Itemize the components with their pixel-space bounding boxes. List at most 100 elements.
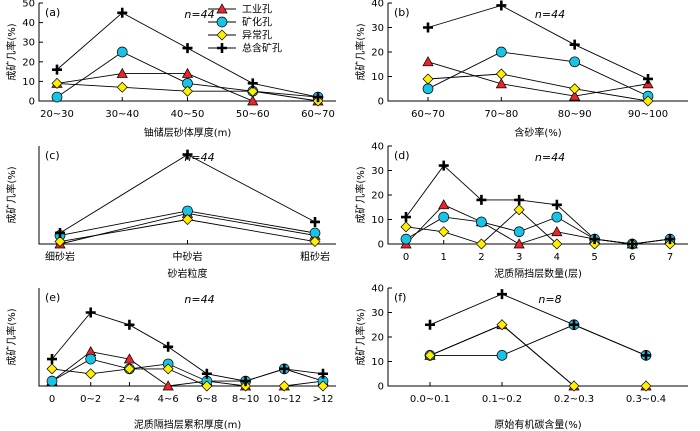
data-point [240,376,251,387]
data-point [182,214,193,225]
x-tick-label: 2~4 [119,394,140,405]
data-point [400,233,412,245]
y-tick-label: 10 [371,357,384,368]
data-point [640,380,652,392]
panel-label: (d) [394,149,410,162]
data-point [425,319,435,330]
data-point [514,194,525,205]
data-point [589,234,600,245]
sample-count-label: n=44 [184,293,214,306]
data-point [46,363,58,375]
data-point [569,90,581,101]
y-tick-label: 0 [378,240,384,251]
x-axis-label: 泥质隔挡层数量(层) [494,267,582,280]
y-tick-label: 10 [371,72,384,83]
data-point [46,375,58,387]
x-tick-label: 7 [667,252,673,263]
y-tick-label: 40 [22,18,35,29]
data-point [55,227,65,238]
data-point [85,307,96,318]
data-point [318,368,328,379]
x-tick-label: 0.2~0.3 [554,394,594,405]
data-point [475,238,487,250]
data-point [551,238,563,250]
panel-label: (c) [45,149,60,162]
series-line [427,5,649,80]
data-point [497,289,507,300]
sample-count-label: n=44 [535,8,565,21]
y-tick-label: 0 [378,382,384,393]
data-point [181,67,194,78]
data-point [665,234,675,245]
x-tick-label: 10~12 [267,394,301,405]
data-point [641,350,651,361]
y-axis-label: 成矿几率(%) [354,23,367,80]
y-tick-label: 40 [371,0,384,10]
x-axis-label: 含砂率(%) [514,126,561,139]
data-point [422,83,434,95]
y-tick-label: 10 [22,77,35,88]
x-tick-label: 5 [591,252,597,263]
data-point [569,39,580,50]
data-point [476,194,487,205]
x-tick-label: 80~90 [558,109,592,120]
data-point [309,236,321,248]
x-tick-label: 细砂岩 [45,250,75,263]
x-axis-label: 泥质隔挡层累积厚度(m) [134,418,242,431]
x-tick-label: 3 [516,252,522,263]
data-point [438,226,450,238]
sample-count-label: n=44 [184,8,214,21]
data-point [310,216,320,227]
data-point [627,239,638,249]
data-point [52,64,62,75]
data-point [551,226,563,237]
data-point [162,380,174,391]
series-line [51,368,323,387]
x-tick-label: 6~8 [196,394,217,405]
x-tick-label: 90~100 [628,109,668,120]
data-point [643,73,653,84]
data-point [247,85,259,97]
y-tick-label: 50 [22,0,35,10]
legend-marker [216,16,228,28]
data-point [201,368,212,379]
x-tick-label: >12 [312,394,333,405]
series-line [405,209,670,245]
data-point [496,350,508,361]
data-point [495,68,507,80]
y-axis-label: 成矿几率(%) [354,308,367,365]
x-tick-label: 60~70 [411,109,445,120]
data-point [438,160,449,171]
legend-marker [216,3,228,14]
data-point [496,319,508,331]
x-tick-label: 70~80 [484,109,518,120]
data-point [496,0,507,11]
data-point [401,212,411,223]
y-tick-label: 40 [371,142,384,153]
data-point [317,380,329,392]
data-point [201,380,213,392]
y-axis-label: 成矿几率(%) [5,166,18,223]
data-point [182,43,193,54]
legend-label: 总含矿孔 [242,42,282,55]
data-point [495,78,507,89]
data-point [116,67,128,78]
data-point [513,226,525,238]
data-point [51,77,63,89]
legend-label: 工业孔 [242,4,272,16]
sample-count-label: n=44 [184,151,214,164]
legend-label: 异常孔 [242,29,272,42]
data-point [476,216,487,228]
x-tick-label: 20~30 [40,109,74,120]
y-tick-label: 20 [371,191,384,202]
y-axis-label: 成矿几率(%) [5,308,18,365]
data-point [642,95,654,107]
y-tick-label: 20 [371,333,384,344]
series-line [429,324,646,387]
sample-count-label: n=44 [535,151,565,164]
y-tick-label: 30 [22,38,35,49]
legend-label: 矿化孔 [242,16,272,29]
y-tick-label: 0 [378,97,384,108]
data-point [551,211,563,223]
